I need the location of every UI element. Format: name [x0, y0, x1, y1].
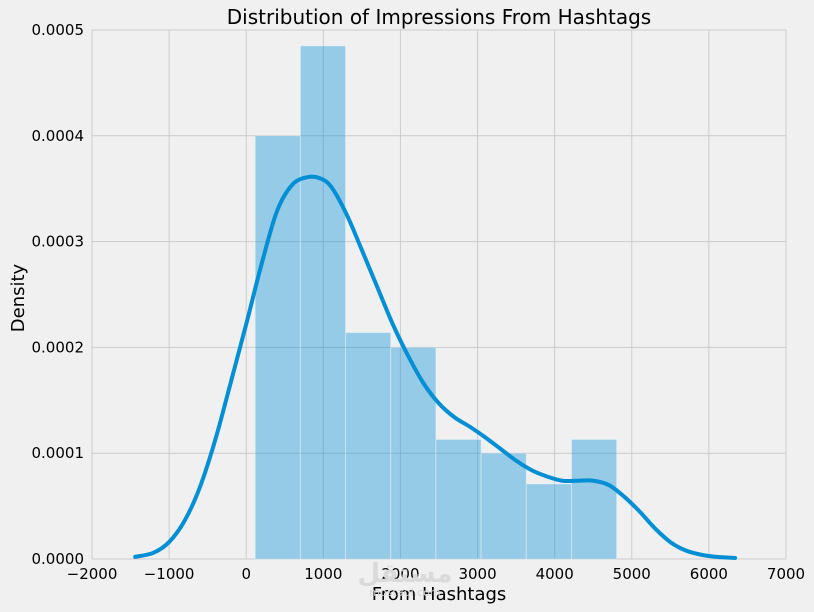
grid-layer [91, 29, 787, 560]
histogram-bar [570, 438, 618, 560]
histogram-bar [390, 346, 437, 560]
watermark-logo: مستقل [357, 559, 452, 589]
histogram-bar [254, 135, 301, 560]
histogram-bar [435, 438, 482, 560]
kde-line [133, 174, 738, 560]
x-tick-label: 0 [241, 565, 251, 583]
watermark-subtext: mostaql.com [369, 586, 440, 599]
y-axis-label: Density [8, 263, 29, 332]
histogram-bar [480, 452, 527, 560]
y-tick-label: 0.0001 [32, 444, 85, 462]
x-tick-label: 1000 [304, 565, 342, 583]
x-tick-label: −1000 [144, 565, 195, 583]
histogram-bar [299, 45, 347, 560]
y-tick-label: 0.0004 [32, 127, 85, 145]
x-tick-labels: −2000 −1000 0 1000 2000 3000 4000 5000 6000 7000 [67, 565, 805, 583]
histogram-bar [525, 483, 572, 560]
histogram-bars [254, 45, 618, 560]
y-tick-label: 0.0005 [32, 21, 85, 39]
x-tick-label: 6000 [690, 565, 728, 583]
x-tick-label: 3000 [458, 565, 496, 583]
x-tick-label: 4000 [536, 565, 574, 583]
x-tick-label: 7000 [767, 565, 805, 583]
x-tick-label: 2000 [381, 565, 419, 583]
y-tick-label: 0.0000 [32, 550, 85, 568]
chart-title: Distribution of Impressions From Hashtag… [227, 5, 651, 29]
x-axis-label: From Hashtags [372, 584, 507, 605]
x-tick-label: −2000 [67, 565, 118, 583]
x-tick-label: 5000 [613, 565, 651, 583]
kde-layer [133, 174, 738, 560]
y-tick-labels: 0.0000 0.0001 0.0002 0.0003 0.0004 0.0005 [32, 21, 85, 568]
y-tick-label: 0.0002 [32, 338, 85, 356]
histogram-bar [345, 332, 392, 560]
y-tick-label: 0.0003 [32, 233, 85, 251]
